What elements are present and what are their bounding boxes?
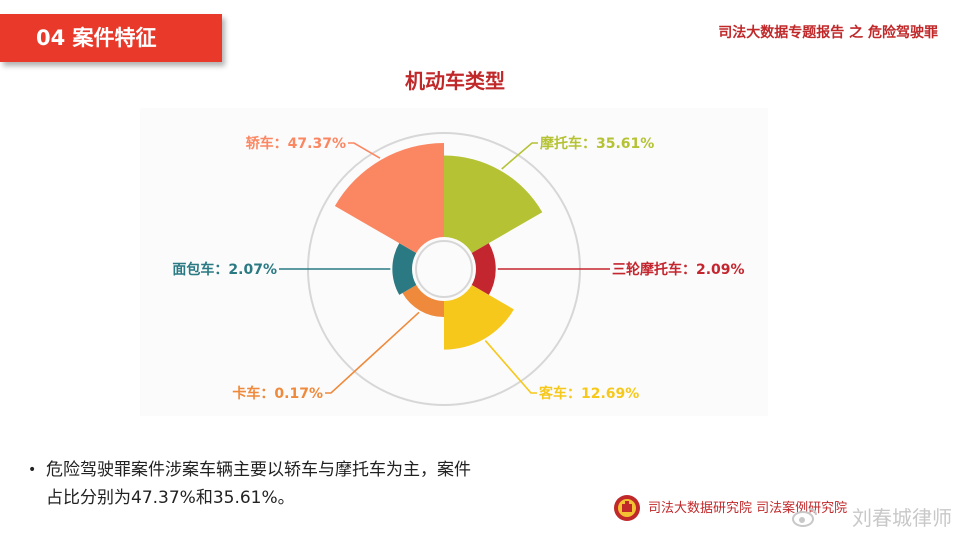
slice-1	[444, 155, 543, 253]
section-label: 04 案件特征	[36, 26, 157, 50]
slice-6	[334, 143, 444, 253]
slice-4	[402, 285, 444, 317]
slice-label-5: 面包车：2.07%	[172, 261, 277, 278]
summary-line-2: 占比分别为47.37%和35.61%。	[46, 488, 295, 508]
slice-label-1: 摩托车：35.61%	[540, 135, 654, 152]
leader-line-1	[501, 142, 538, 170]
bullet-dot: •	[28, 462, 37, 478]
weibo-icon	[792, 508, 817, 527]
court-emblem-icon	[614, 495, 640, 521]
leader-line-6	[348, 142, 381, 159]
slice-label-2: 三轮摩托车：2.09%	[612, 261, 745, 278]
summary-bullet: • 危险驾驶罪案件涉案车辆主要以轿车与摩托车为主，案件 占比分别为47.37%和…	[28, 456, 628, 512]
slice-label-3: 客车：12.69%	[538, 385, 639, 402]
watermark: 刘春城律师	[852, 506, 952, 530]
summary-line-1: 危险驾驶罪案件涉案车辆主要以轿车与摩托车为主，案件	[46, 460, 471, 480]
slice-label-6: 轿车：47.37%	[246, 135, 346, 152]
leader-line-4	[325, 311, 420, 394]
chart-title: 机动车类型	[405, 69, 505, 93]
rose-chart: 机动车类型 摩托车：35.61% 三轮摩托车：2.09% 客车：12.69% 卡车：0…	[172, 69, 745, 406]
slice-3	[444, 285, 514, 350]
slice-2	[471, 243, 496, 295]
inner-guide-ring	[415, 240, 473, 298]
section-badge: 04 案件特征	[0, 14, 222, 62]
slice-label-4: 卡车：0.17%	[232, 385, 323, 402]
leader-line-3	[484, 340, 537, 394]
report-title: 司法大数据专题报告 之 危险驾驶罪	[718, 25, 938, 41]
slice-5	[392, 243, 417, 295]
